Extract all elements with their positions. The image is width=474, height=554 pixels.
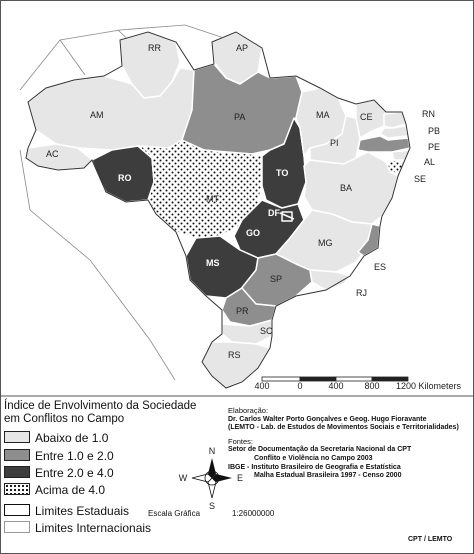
legend-swatch-international-limits [4,521,30,533]
label-pr: PR [236,306,249,316]
scale-tick-4: 1200 Kilometers [396,381,462,391]
label-sc: SC [260,326,273,336]
compass-w: W [179,473,188,483]
legend-item-class2: Entre 1.0 e 2.0 [4,449,114,463]
credits-elab-label: Elaboração: [228,406,269,415]
scale-title: Escala Gráfica [148,509,201,518]
legend-label-international-limits: Limites Internacionais [35,521,152,535]
legend-item-international-limits: Limites Internacionais [4,521,151,535]
label-pb: PB [428,126,440,136]
credits-fontes-line1: Setor de Documentação da Secretaria Naci… [228,446,412,454]
label-am: AM [90,110,104,120]
label-ap: AP [236,43,248,53]
legend-label-class2: Entre 1.0 e 2.0 [35,449,114,463]
legend-item-class1: Abaixo de 1.0 [4,431,108,445]
credits-elab-line1: Dr. Carlos Walter Porto Gonçalves e Geog… [228,415,427,423]
label-rr: RR [148,43,161,53]
state-labels: RR AP AM PA AC RO MT TO MA PI CE RN PB P… [46,43,440,360]
label-ce: CE [360,112,373,122]
label-sp: SP [270,274,282,284]
legend-swatch-class2 [4,449,30,461]
compass-rose-icon: N S E W [179,446,243,511]
scale-tick-1: 0 [297,381,302,391]
legend-swatch-state-limits [4,504,30,516]
credits-fontes-line2: Conflito e Violência no Campo 2003 [254,454,373,462]
label-se: SE [414,174,426,184]
states-layer [25,31,411,389]
compass-n: N [209,446,216,456]
legend-label-class3: Entre 2.0 e 4.0 [35,466,114,480]
legend-swatch-class4 [4,483,30,495]
credits-fontes-label: Fontes: [228,436,254,446]
scale-tick-0: 400 [254,381,269,391]
label-rn: RN [422,109,435,119]
label-df: DF [268,208,280,218]
label-es: ES [374,262,386,272]
scale-tick-2: 400 [328,381,343,391]
label-rs: RS [228,350,241,360]
credits-block: Elaboração: Dr. Carlos Walter Porto Gonç… [228,406,470,481]
label-ba: BA [340,183,352,193]
label-ac: AC [46,149,59,159]
compass-e: E [237,473,243,483]
label-mt: MT [206,194,219,204]
credits-fontes-line4: Malha Estadual Brasileira 1997 - Censo 2… [254,472,402,480]
label-mg: MG [318,238,333,248]
credits-fontes-line3: IBGE - Instituto Brasileiro de Geografia… [228,463,401,471]
label-go: GO [246,228,260,238]
state-pe[interactable] [357,135,411,153]
state-to[interactable] [261,117,307,209]
legend-swatch-class3 [4,466,30,478]
label-rj: RJ [356,288,367,298]
state-sc[interactable] [221,319,273,345]
compass-s: S [209,501,215,511]
legend-title-line2: em Conflitos no Campo [4,413,125,425]
legend-label-class1: Abaixo de 1.0 [35,431,109,445]
legend-label-class4: Acima de 4.0 [35,483,106,497]
label-pa: PA [234,112,245,122]
legend-title-line1: Índice de Envolvimento da Sociedade [4,400,197,412]
scale-ratio: 1:26000000 [232,509,275,518]
legend-item-state-limits: Limites Estaduais [4,504,129,518]
label-pe: PE [428,142,440,152]
scale-tick-3: 800 [364,381,379,391]
scale-bar: 400 0 400 800 1200 Kilometers [254,376,462,391]
legend: Índice de Envolvimento da Sociedade em C… [4,400,220,535]
label-ro: RO [118,173,132,183]
label-ms: MS [206,258,220,268]
state-pb[interactable] [379,125,409,139]
legend-swatch-class1 [4,431,30,443]
label-to: TO [276,168,288,178]
footer-cpt: CPT / LEMTO [408,536,453,543]
credits-elab-line2: (LEMTO - Lab. de Estudos de Movimentos S… [228,424,459,432]
df-pointer [279,212,295,220]
state-rj[interactable] [309,269,351,291]
label-pi: PI [330,138,339,148]
label-al: AL [424,157,435,167]
brazil-outline [25,31,411,389]
label-ma: MA [316,110,330,120]
legend-label-state-limits: Limites Estaduais [35,504,130,518]
legend-item-class3: Entre 2.0 e 4.0 [4,466,114,480]
legend-item-class4: Acima de 4.0 [4,483,105,497]
